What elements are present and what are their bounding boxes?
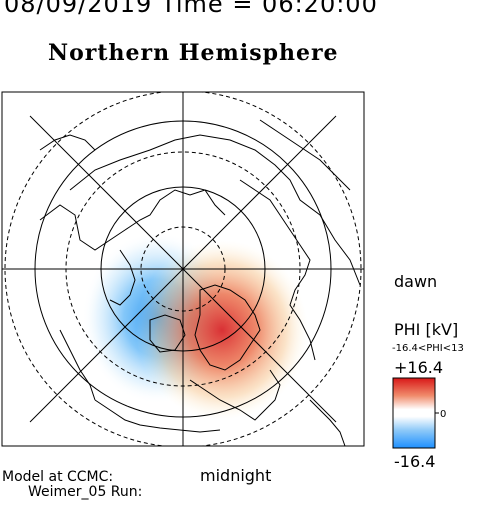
run-label: Weimer_05 Run: — [28, 484, 143, 500]
colorbar — [392, 377, 436, 449]
colorbar-zero-label: 0 — [440, 409, 447, 420]
map-title: Northern Hemisphere — [48, 40, 339, 66]
potential-pattern — [82, 232, 308, 420]
coastlines — [39, 119, 361, 446]
dawn-label: dawn — [394, 272, 438, 291]
colorbar-range: -16.4<PHI<13 — [392, 343, 464, 354]
midnight-label: midnight — [200, 466, 272, 485]
colorbar-title: PHI [kV] — [394, 320, 459, 339]
colorbar-max-label: +16.4 — [394, 358, 444, 377]
model-label: Model at CCMC: — [2, 469, 114, 485]
datetime-label: 08/09/2019 Time = 06:20:00 — [4, 0, 378, 18]
positive-potential-cell — [136, 240, 308, 420]
colorbar-min-label: -16.4 — [394, 452, 436, 471]
